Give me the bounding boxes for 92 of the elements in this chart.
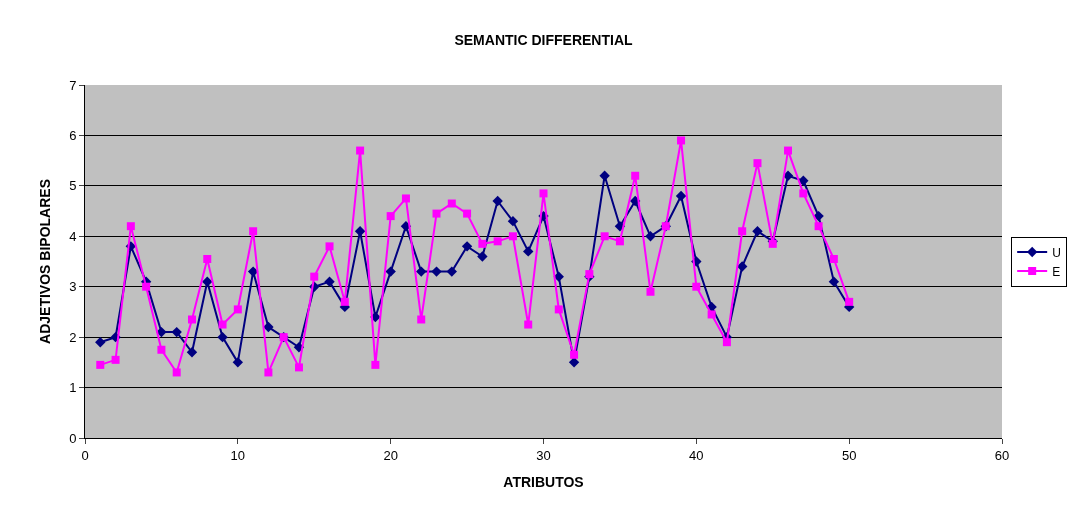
point <box>615 237 624 246</box>
point <box>157 345 166 354</box>
point <box>263 321 274 333</box>
y-tick-label: 3 <box>69 279 77 295</box>
point <box>828 276 840 287</box>
point <box>401 194 410 203</box>
point <box>294 363 303 372</box>
point <box>707 310 716 319</box>
point <box>507 215 519 227</box>
point <box>692 282 701 291</box>
point <box>171 326 182 338</box>
point <box>202 276 213 287</box>
point <box>386 212 395 221</box>
point <box>431 266 442 277</box>
point <box>524 320 533 329</box>
point <box>416 266 427 277</box>
point <box>675 190 687 202</box>
y-tick-label: 7 <box>69 77 77 93</box>
point <box>845 297 854 306</box>
point <box>814 222 823 231</box>
y-tick-label: 0 <box>69 430 77 446</box>
point <box>111 355 120 364</box>
point <box>371 360 380 369</box>
point <box>645 231 656 242</box>
point <box>187 315 196 324</box>
x-tick-label: 50 <box>841 447 857 463</box>
point <box>325 242 334 251</box>
point <box>95 336 106 348</box>
y-tick-label: 4 <box>69 228 77 244</box>
point <box>553 271 564 282</box>
point <box>799 189 808 198</box>
point <box>646 287 655 296</box>
x-axis-title: ATRIBUTOS <box>503 473 584 490</box>
x-tick-label: 20 <box>383 447 398 463</box>
point <box>233 305 242 314</box>
point <box>631 171 640 180</box>
point <box>752 226 763 237</box>
point <box>477 251 488 262</box>
y-tick-label: 6 <box>69 127 77 143</box>
point <box>324 276 335 287</box>
point <box>478 239 487 248</box>
point <box>417 315 426 324</box>
point <box>446 266 457 277</box>
point <box>249 227 258 236</box>
y-tick-label: 1 <box>69 380 77 396</box>
point <box>570 350 579 359</box>
point <box>218 320 227 329</box>
point <box>264 368 273 377</box>
point <box>232 357 244 368</box>
point <box>400 221 412 232</box>
point <box>722 338 731 347</box>
point <box>614 221 626 232</box>
point <box>784 146 793 155</box>
point <box>523 246 534 257</box>
point <box>829 254 838 263</box>
point <box>492 195 503 207</box>
x-tick-label: 10 <box>230 447 246 463</box>
point <box>385 266 396 277</box>
x-tick-label: 30 <box>536 447 551 463</box>
point <box>310 272 319 281</box>
point <box>600 232 609 241</box>
point <box>539 189 548 198</box>
point <box>798 175 809 187</box>
x-tick-label: 40 <box>689 447 704 463</box>
x-tick-label: 60 <box>994 447 1010 463</box>
legend-label: E <box>1052 264 1061 279</box>
point <box>599 170 610 181</box>
point <box>463 209 472 218</box>
point <box>126 222 135 231</box>
chart-title: SEMANTIC DIFFERENTIAL <box>454 32 633 49</box>
point <box>753 159 762 168</box>
point <box>186 347 198 358</box>
point <box>356 146 365 155</box>
y-tick-label: 2 <box>69 329 77 345</box>
point <box>738 227 747 236</box>
point <box>508 232 517 241</box>
y-axis-title: ADJETIVOS BIPOLARES <box>36 179 53 344</box>
point <box>447 199 456 208</box>
point <box>142 282 151 291</box>
point <box>677 136 686 145</box>
point <box>461 241 473 252</box>
point <box>493 237 502 246</box>
point <box>203 254 212 263</box>
point <box>432 209 441 218</box>
legend-label: U <box>1052 245 1061 260</box>
point <box>172 368 181 377</box>
point <box>554 305 563 314</box>
y-tick-label: 5 <box>69 178 77 194</box>
x-tick-label: 0 <box>81 447 89 463</box>
point <box>217 331 228 343</box>
point <box>96 360 105 369</box>
point <box>340 297 349 306</box>
